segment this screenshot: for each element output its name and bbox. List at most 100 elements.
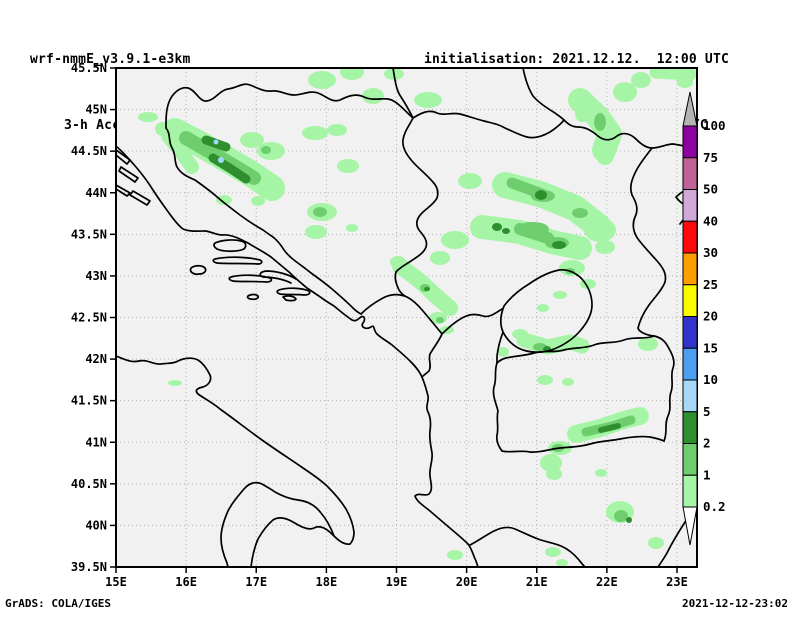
map-line: [116, 149, 131, 165]
colorbar-label: 40: [703, 213, 718, 228]
precip-cell: [631, 72, 651, 88]
coastlines-and-borders: [116, 68, 697, 567]
precip-cell: [517, 222, 549, 236]
map-line: [441, 308, 503, 335]
x-tick-label: 15E: [105, 575, 127, 589]
precip-band: [161, 129, 199, 174]
colorbar-label: 15: [703, 340, 718, 355]
colorbar-block: [682, 316, 698, 349]
colorbar-block: [682, 157, 698, 190]
precip-cell: [546, 468, 562, 480]
map-line: [629, 147, 667, 337]
init-time-label: initialisation: 2021.12.12. 12:00 UTC: [424, 52, 730, 67]
colorbar-block: [682, 443, 698, 476]
y-tick-label: 40N: [85, 518, 107, 532]
colorbar-label: 5: [703, 404, 711, 419]
x-tick-label: 19E: [386, 575, 408, 589]
x-tick-label: 21E: [526, 575, 548, 589]
map-line: [282, 295, 297, 302]
colorbar-block: [682, 411, 698, 444]
y-tick-label: 44N: [85, 186, 107, 200]
colorbar-label: 25: [703, 277, 718, 292]
map-line: [657, 515, 690, 567]
colorbar-label: 10: [703, 372, 718, 387]
map-line: [276, 287, 311, 296]
grads-credit: GrADS: COLA/IGES: [5, 597, 111, 610]
precip-cell: [626, 517, 632, 523]
map-line: [422, 333, 443, 377]
y-tick-label: 42.5N: [71, 311, 107, 325]
precip-max-dot: [213, 139, 219, 145]
precip-cell: [594, 113, 606, 131]
precip-band: [598, 423, 621, 433]
colorbar-block: [682, 252, 698, 286]
precip-shading: [138, 68, 697, 567]
colorbar-block: [682, 284, 698, 317]
precip-cell: [648, 537, 664, 549]
y-tick-label: 45N: [85, 103, 107, 117]
colorbar-label: 75: [703, 150, 718, 165]
precip-cell: [390, 256, 406, 268]
precip-cell: [337, 159, 359, 173]
map-line: [116, 355, 355, 567]
colorbar-label: 0.2: [703, 499, 726, 514]
y-tick-label: 41N: [85, 435, 107, 449]
map-line: [213, 239, 247, 253]
precip-cell: [458, 173, 482, 189]
map-line: [653, 335, 675, 442]
map-line: [189, 264, 207, 276]
colorbar-label: 50: [703, 182, 718, 197]
x-tick-label: 16E: [175, 575, 197, 589]
precip-cell: [362, 88, 384, 104]
precip-cell: [596, 145, 614, 165]
x-tick-label: 17E: [245, 575, 267, 589]
precip-max-dot: [218, 157, 224, 163]
y-tick-label: 43N: [85, 269, 107, 283]
map-line: [522, 68, 565, 121]
precip-cell: [595, 469, 607, 477]
precip-cell: [424, 287, 430, 291]
precip-cell: [302, 126, 328, 140]
x-tick-label: 20E: [456, 575, 478, 589]
map-line: [116, 184, 131, 197]
colorbar-block: [682, 347, 698, 381]
precip-cell: [327, 124, 347, 136]
precip-cell: [340, 68, 364, 80]
precip-cell: [545, 547, 561, 557]
map-line: [496, 335, 655, 364]
precip-cell: [535, 190, 547, 200]
colorbar-block: [682, 379, 698, 413]
colorbar-block: [682, 125, 698, 159]
precip-cell: [240, 132, 264, 148]
map-line: [228, 274, 273, 283]
colorbar-label: 100: [703, 118, 726, 133]
precip-cell: [313, 207, 327, 217]
precip-cell: [430, 251, 450, 265]
colorbar-label: 30: [703, 245, 718, 260]
precip-cell: [447, 550, 463, 560]
precip-cell: [497, 347, 509, 357]
precip-cell: [540, 454, 562, 472]
map-line: [496, 331, 504, 364]
map-line: [118, 166, 139, 183]
precip-cell: [553, 291, 567, 299]
y-tick-label: 40.5N: [71, 477, 107, 491]
precip-cell: [556, 559, 568, 567]
x-tick-label: 23E: [666, 575, 688, 589]
precip-band: [516, 332, 590, 355]
map-line: [129, 190, 151, 206]
precip-cell: [436, 317, 444, 323]
x-tick-label: 18E: [316, 575, 338, 589]
map-line: [165, 83, 414, 129]
precip-cell: [595, 240, 615, 254]
y-tick-label: 45.5N: [71, 61, 107, 75]
map-line: [116, 145, 479, 567]
precip-cell: [562, 378, 574, 386]
precip-cell: [638, 337, 658, 351]
y-tick-label: 41.5N: [71, 394, 107, 408]
map-line: [492, 362, 503, 452]
precip-cell: [512, 329, 528, 339]
colorbar-block: [682, 220, 698, 254]
colorbar-under-arrow: [682, 506, 698, 546]
precip-cell: [537, 304, 549, 312]
